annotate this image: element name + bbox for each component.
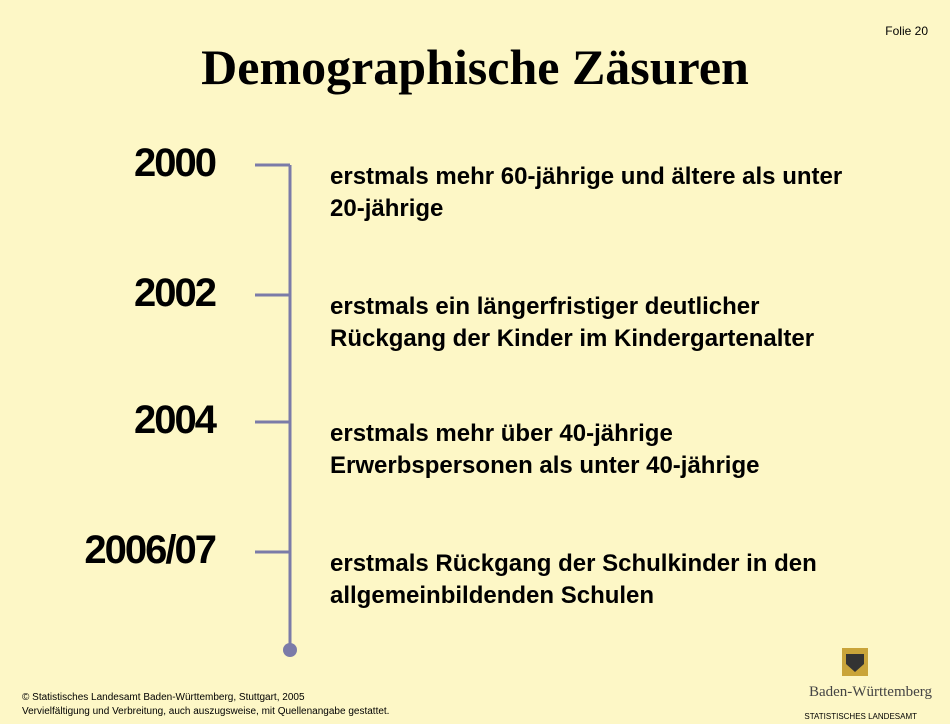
footer-line: © Statistisches Landesamt Baden-Württemb… [22, 692, 305, 703]
event-text: Erwerbspersonen als unter 40-jährige [330, 452, 760, 479]
event-text: erstmals Rückgang der Schulkinder in den [330, 550, 817, 577]
timeline-end [283, 643, 297, 657]
logo-subtitle: STATISTISCHES LANDESAMT [804, 712, 917, 721]
crest [842, 648, 868, 676]
event-text: erstmals mehr über 40-jährige [330, 420, 673, 447]
event-text: Rückgang der Kinder im Kindergartenalter [330, 325, 815, 352]
footer-line: Vervielfältigung und Verbreitung, auch a… [22, 706, 390, 717]
event-text: erstmals ein längerfristiger deutlicher [330, 293, 760, 320]
event-text: allgemeinbildenden Schulen [330, 582, 655, 609]
event-text: erstmals mehr 60-jährige und ältere als … [330, 163, 843, 190]
year: 2000 [134, 141, 217, 185]
logo-name: Baden-Württemberg [808, 684, 932, 700]
slide-label: Folie 20 [885, 24, 928, 38]
title: Demographische Zäsuren [201, 39, 749, 95]
year: 2006/07 [84, 528, 217, 572]
year: 2004 [134, 398, 217, 442]
event-text: 20-jährige [330, 195, 444, 222]
year: 2002 [134, 271, 217, 315]
